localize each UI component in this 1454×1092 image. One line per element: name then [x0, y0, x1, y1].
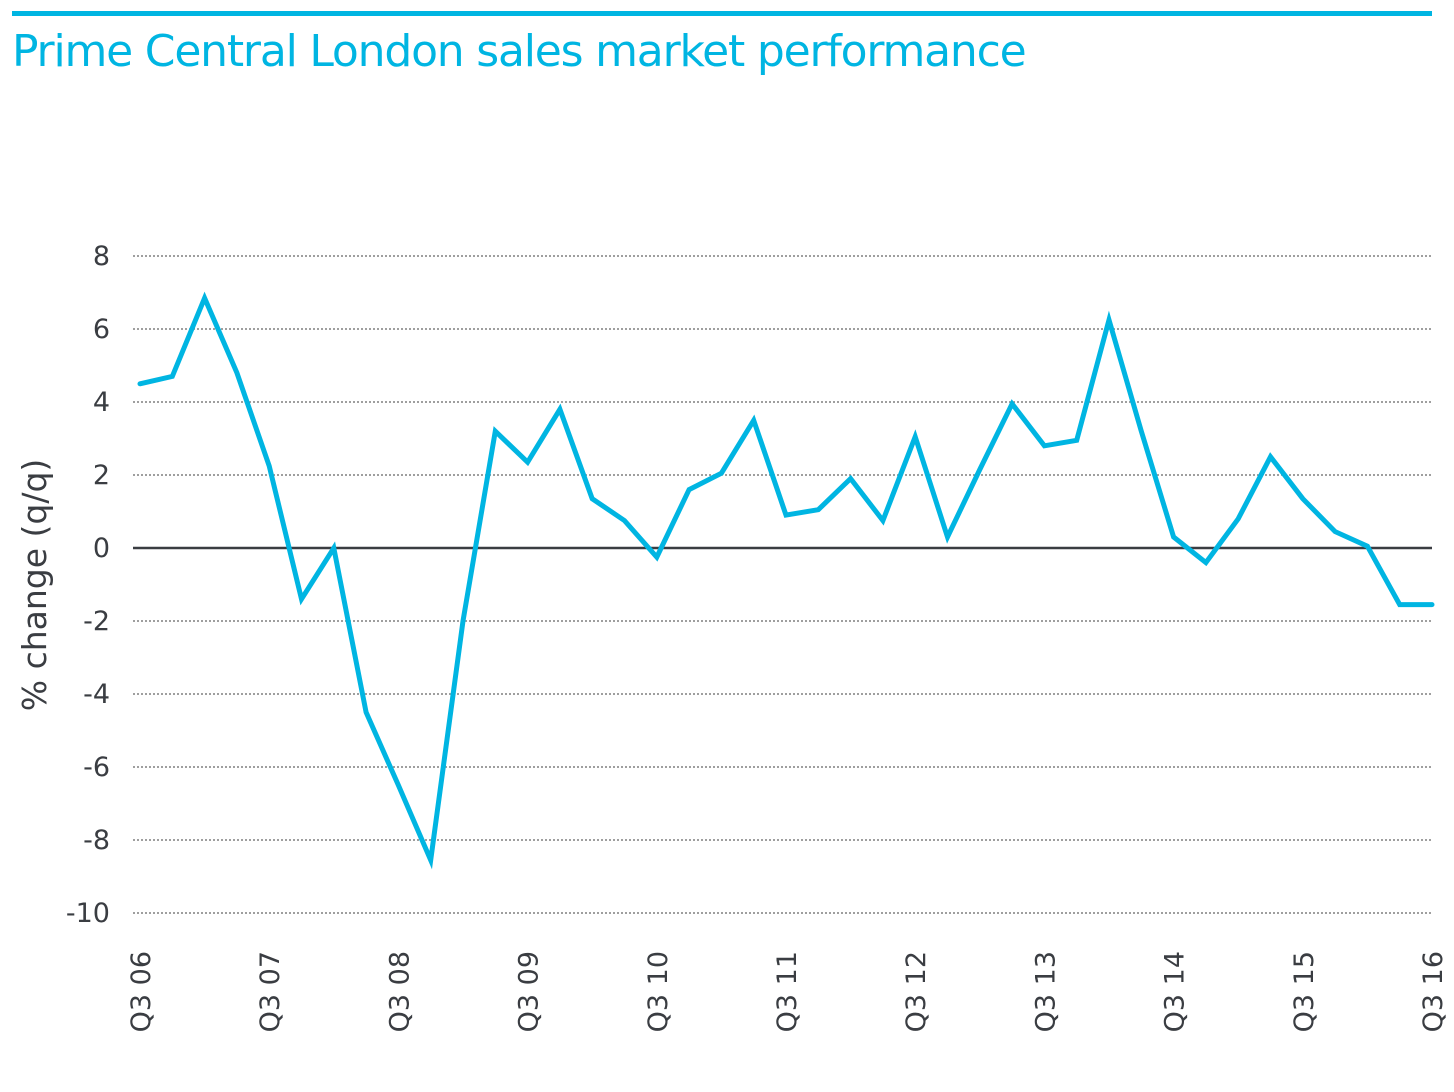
- y-axis-ticks: 8 6 4 2 0 -2 -4 -6 -8 -10: [66, 241, 110, 929]
- y-tick-label: -2: [83, 606, 110, 637]
- x-tick-label: Q3 14: [1160, 951, 1191, 1032]
- series-line: [137, 291, 1435, 870]
- gridlines: [133, 255, 1432, 914]
- chart-title: Prime Central London sales market perfor…: [12, 26, 1027, 77]
- x-tick-label: Q3 09: [514, 951, 545, 1032]
- x-axis-ticks: Q3 06 Q3 07 Q3 08 Q3 09 Q3 10 Q3 11 Q3 12 Q3 13…: [126, 951, 1449, 1032]
- x-tick-label: Q3 12: [901, 951, 932, 1032]
- y-tick-label: 0: [93, 533, 110, 564]
- y-tick-label: -4: [83, 679, 110, 710]
- series-group: [137, 291, 1435, 870]
- y-axis-label: % change (q/q): [15, 459, 54, 712]
- y-tick-label: 2: [93, 460, 110, 491]
- y-tick-label: 4: [93, 387, 110, 418]
- x-tick-label: Q3 07: [255, 951, 286, 1032]
- x-tick-label: Q3 06: [126, 951, 157, 1032]
- y-tick-label: -10: [66, 898, 110, 929]
- x-tick-label: Q3 15: [1289, 951, 1320, 1032]
- x-tick-label: Q3 16: [1418, 951, 1449, 1032]
- x-tick-label: Q3 08: [384, 951, 415, 1032]
- y-tick-label: -6: [83, 752, 110, 783]
- y-tick-label: -8: [83, 825, 110, 856]
- y-tick-label: 6: [93, 314, 110, 345]
- x-tick-label: Q3 10: [643, 951, 674, 1032]
- title-top-rule: [12, 11, 1432, 16]
- x-tick-label: Q3 11: [772, 951, 803, 1032]
- x-tick-label: Q3 13: [1030, 951, 1061, 1032]
- y-tick-label: 8: [93, 241, 110, 272]
